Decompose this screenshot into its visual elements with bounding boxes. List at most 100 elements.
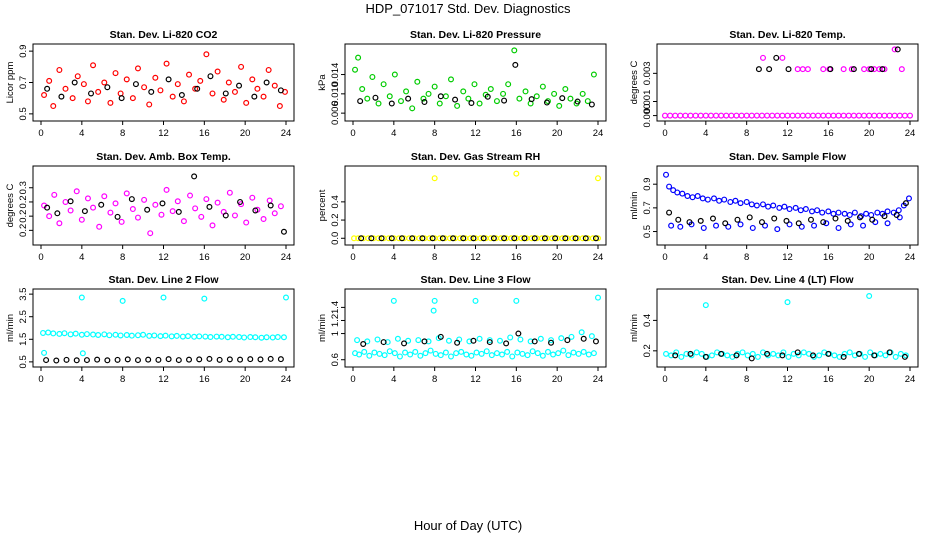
- data-point: [117, 332, 124, 339]
- data-point: [396, 353, 403, 360]
- data-point: [206, 203, 213, 210]
- data-point: [247, 334, 254, 341]
- data-point: [226, 356, 233, 363]
- data-point: [118, 218, 125, 225]
- data-point: [869, 216, 876, 223]
- data-point: [241, 334, 248, 341]
- data-point: [697, 112, 704, 119]
- data-point: [663, 350, 670, 357]
- data-point: [263, 79, 270, 86]
- data-point: [437, 93, 444, 100]
- data-point: [718, 350, 725, 357]
- data-point: [197, 77, 204, 84]
- x-tick-label: 24: [905, 252, 916, 263]
- data-point: [505, 81, 512, 88]
- data-point: [588, 101, 595, 108]
- data-point: [898, 66, 905, 73]
- data-point: [737, 221, 744, 228]
- data-point: [354, 337, 361, 344]
- data-point: [548, 337, 555, 344]
- y-tick-label: 0.2: [18, 195, 29, 208]
- series-2: [357, 61, 595, 108]
- data-point: [539, 352, 546, 359]
- series-1: [351, 170, 601, 242]
- data-point: [521, 235, 528, 242]
- data-point: [180, 98, 187, 105]
- data-point: [72, 330, 79, 337]
- data-point: [407, 351, 414, 358]
- data-point: [114, 356, 121, 363]
- x-tick-label: 16: [511, 128, 522, 139]
- data-point: [588, 333, 595, 340]
- x-tick-label: 16: [511, 252, 522, 263]
- data-point: [249, 194, 256, 201]
- data-point: [101, 79, 108, 86]
- data-point: [753, 202, 760, 209]
- data-point: [543, 99, 550, 106]
- data-point: [214, 199, 221, 206]
- y-tick-label: 0.7: [18, 76, 29, 89]
- y-tick-label: 0.5: [642, 225, 653, 238]
- data-point: [80, 81, 87, 88]
- data-point: [95, 88, 102, 95]
- data-point: [356, 351, 363, 358]
- data-point: [795, 220, 802, 227]
- x-tick-label: 12: [158, 128, 169, 139]
- data-point: [780, 349, 787, 356]
- data-point: [501, 235, 508, 242]
- data-point: [357, 98, 364, 105]
- data-point: [758, 219, 765, 226]
- data-point: [79, 350, 86, 357]
- data-point: [567, 95, 574, 102]
- data-point: [882, 352, 889, 359]
- x-tick-label: 24: [281, 128, 292, 139]
- data-point: [231, 88, 238, 95]
- data-point: [776, 204, 783, 211]
- data-point: [198, 213, 205, 220]
- data-point: [737, 200, 744, 207]
- data-point: [388, 100, 395, 107]
- data-point: [844, 217, 851, 224]
- data-point: [724, 352, 731, 359]
- data-point: [886, 349, 893, 356]
- data-point: [386, 93, 393, 100]
- data-point: [493, 98, 500, 105]
- data-point: [500, 90, 507, 97]
- data-point: [668, 352, 675, 359]
- data-point: [69, 95, 76, 102]
- data-point: [769, 112, 776, 119]
- y-tick-label: 0.5: [18, 355, 29, 368]
- data-point: [78, 216, 85, 223]
- data-point: [107, 209, 114, 216]
- data-point: [734, 216, 741, 223]
- data-point: [238, 63, 245, 70]
- series-1: [41, 186, 284, 237]
- data-point: [488, 352, 495, 359]
- data-point: [207, 334, 214, 341]
- data-point: [207, 73, 214, 80]
- y-axis-label: Licor ppm: [5, 62, 16, 104]
- data-point: [516, 95, 523, 102]
- data-point: [62, 198, 69, 205]
- data-point: [431, 83, 438, 90]
- data-point: [394, 335, 401, 342]
- y-tick-label: 0.2: [18, 224, 29, 237]
- panel-1: Stan. Dev. Li-820 CO2 0 4 8 12 16 20 24 0.5 0.7 0.…: [5, 29, 295, 139]
- data-point: [823, 220, 830, 227]
- data-point: [578, 329, 585, 336]
- data-point: [107, 99, 114, 106]
- data-point: [868, 211, 875, 218]
- x-tick-label: 8: [432, 128, 437, 139]
- data-point: [797, 207, 804, 214]
- data-point: [594, 235, 601, 242]
- data-point: [194, 85, 201, 92]
- data-point: [786, 206, 793, 213]
- data-point: [124, 356, 131, 363]
- data-point: [503, 340, 510, 347]
- data-point: [689, 194, 696, 201]
- data-point: [825, 350, 832, 357]
- data-point: [847, 221, 854, 228]
- y-axis-label: kPa: [317, 74, 328, 91]
- data-point: [677, 223, 684, 230]
- data-point: [682, 112, 689, 119]
